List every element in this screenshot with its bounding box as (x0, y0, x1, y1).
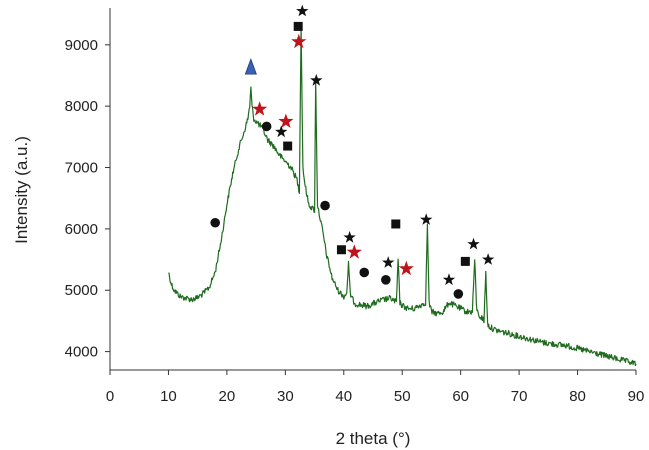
star-marker (420, 213, 433, 225)
y-tick-label: 9000 (65, 37, 98, 54)
x-tick-label: 10 (160, 388, 177, 405)
x-tick-label: 60 (452, 388, 469, 405)
star-marker (252, 101, 268, 116)
square-marker (460, 256, 470, 266)
circle-marker (359, 267, 370, 278)
star-marker (278, 113, 294, 128)
star-marker (275, 125, 288, 138)
x-axis-title: 2 theta (°) (336, 429, 411, 448)
y-tick-label: 8000 (65, 98, 98, 115)
x-tick-label: 20 (219, 388, 236, 405)
xrd-pattern-line (168, 25, 637, 367)
y-ticks: 4000 5000 6000 7000 8000 9000 (65, 37, 110, 361)
plot-area (168, 4, 637, 367)
star-marker (482, 253, 495, 265)
x-tick-label: 40 (335, 388, 352, 405)
star-marker (296, 4, 309, 17)
star-marker (467, 237, 480, 250)
star-marker (398, 260, 414, 276)
y-tick-label: 7000 (65, 160, 98, 177)
circle-marker (381, 275, 391, 285)
x-tick-label: 50 (394, 388, 411, 405)
x-tick-label: 90 (628, 388, 645, 405)
y-tick-label: 4000 (65, 344, 98, 361)
circle-marker (453, 289, 464, 299)
x-tick-label: 30 (277, 388, 294, 405)
star-marker (346, 244, 362, 259)
y-axis-title: Intensity (a.u.) (12, 136, 31, 244)
triangle-marker (244, 57, 257, 75)
x-ticks: 0 10 20 30 40 50 60 70 80 90 (106, 370, 645, 405)
star-marker (442, 273, 456, 286)
circle-marker (261, 121, 272, 132)
x-tick-label: 70 (511, 388, 528, 405)
star-marker (343, 231, 356, 243)
x-tick-label: 80 (569, 388, 586, 405)
circle-marker (210, 217, 220, 228)
square-marker (293, 21, 303, 31)
axes: 0 10 20 30 40 50 60 70 80 90 4000 5000 6000 7000 8000… (65, 8, 645, 405)
circle-marker (320, 200, 330, 211)
y-tick-label: 6000 (65, 221, 98, 238)
star-marker (291, 33, 307, 49)
square-marker (336, 245, 346, 255)
star-marker (382, 256, 395, 268)
star-marker (310, 73, 323, 86)
square-marker (283, 141, 293, 151)
x-tick-label: 0 (106, 388, 114, 405)
square-marker (391, 219, 401, 229)
y-tick-label: 5000 (65, 282, 98, 299)
